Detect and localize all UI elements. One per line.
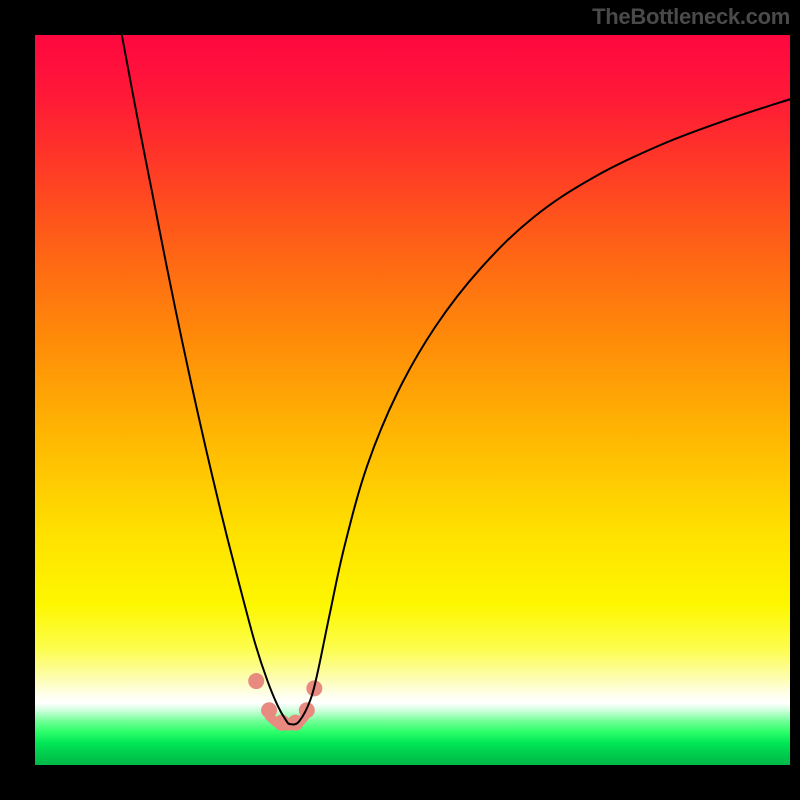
chart-root: TheBottleneck.com <box>0 0 800 800</box>
plot-background <box>35 35 790 765</box>
chart-svg <box>0 0 800 800</box>
marker-dot <box>248 673 264 689</box>
marker-dot <box>261 702 277 718</box>
